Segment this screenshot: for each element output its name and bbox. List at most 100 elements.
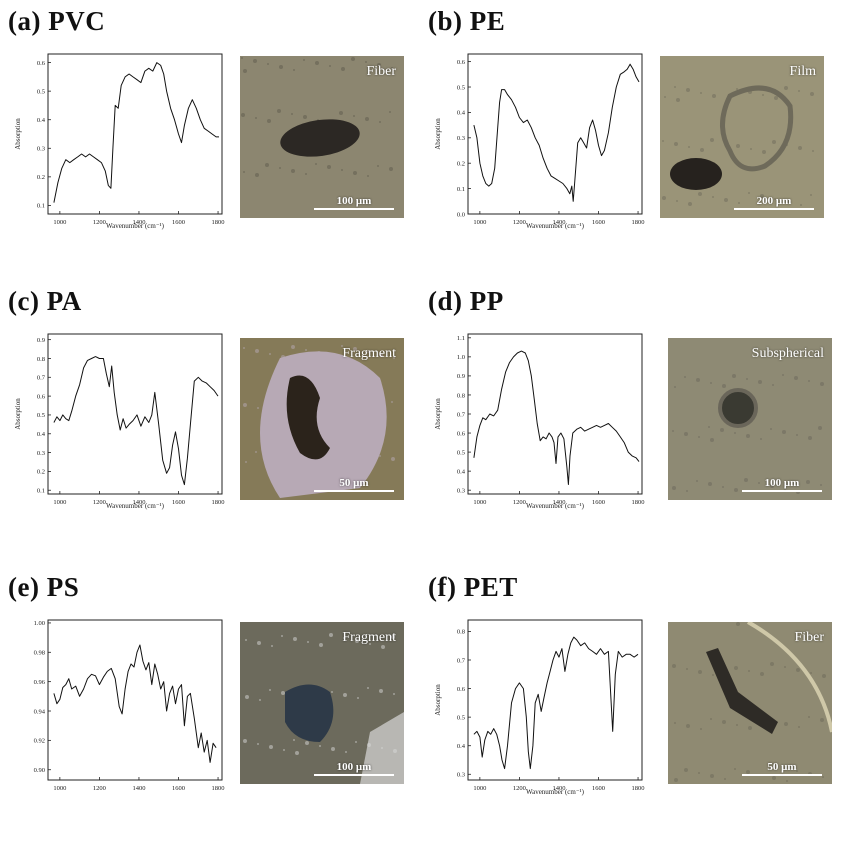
panel-d: (d) PP 1000 1200 1400 1600 1800 0.3 0.4 0.5 0.6 0…: [428, 286, 843, 558]
x-axis-label: Wavenumber (cm⁻¹): [526, 222, 585, 230]
panel-e: (e) PS 1000 1200 1400 1600 1800 0.90 0.92 0.94 0…: [8, 572, 428, 844]
scale-bar-line: [742, 490, 822, 492]
panel-title: (b) PE: [428, 6, 506, 36]
particle-shape-label: Film: [789, 64, 816, 79]
micrograph-image: [240, 56, 404, 218]
x-tick-label: 1000: [473, 785, 486, 792]
y-tick-label: 0.2: [37, 174, 45, 181]
x-tick-label: 1800: [632, 785, 645, 792]
y-tick-label: 0.94: [34, 708, 46, 715]
x-tick-label: 1800: [212, 785, 225, 792]
spectrum-chart: 1000 1200 1400 1600 1800 0.0 0.1 0.2 0.3 0.4 0.5 0.…: [434, 53, 645, 230]
scale-bar-label: 50 μm: [339, 477, 369, 489]
x-axis-label: Wavenumber (cm⁻¹): [526, 502, 585, 510]
plot-frame: [47, 333, 223, 495]
y-tick-label: 0.7: [457, 657, 466, 664]
x-tick-label: 1600: [592, 499, 605, 506]
y-tick-label: 0.7: [457, 411, 466, 418]
y-tick-label: 0.9: [37, 337, 45, 344]
y-tick-label: 0.98: [34, 650, 45, 657]
y-tick-label: 0.0: [457, 211, 465, 218]
scale-bar: 50 μm: [742, 761, 822, 776]
y-tick-label: 0.4: [37, 117, 46, 124]
panel-title: (e) PS: [8, 572, 80, 602]
x-tick-label: 1200: [513, 785, 526, 792]
y-tick-label: 0.3: [457, 772, 465, 779]
spectrum-line: [53, 62, 219, 203]
y-tick-label: 0.8: [37, 356, 45, 363]
spectrum-chart: 1000 1200 1400 1600 1800 0.3 0.4 0.5 0.6 0.7 0.8 0.…: [434, 333, 645, 510]
scale-bar-label: 100 μm: [336, 195, 372, 207]
scale-bar-label: 100 μm: [336, 761, 372, 773]
x-tick-label: 1200: [513, 219, 526, 226]
y-tick-label: 0.1: [37, 203, 45, 210]
y-tick-label: 0.3: [37, 146, 45, 153]
x-tick-label: 1800: [212, 219, 225, 226]
x-tick-label: 1000: [53, 219, 66, 226]
y-tick-label: 0.5: [457, 714, 465, 721]
x-tick-label: 1400: [552, 219, 565, 226]
y-axis-label: Absorption: [14, 118, 22, 150]
y-tick-label: 0.4: [457, 110, 466, 117]
panel-title: (f) PET: [428, 572, 518, 602]
scale-bar-label: 50 μm: [767, 761, 797, 773]
scale-bar-label: 100 μm: [764, 477, 800, 489]
y-tick-label: 0.2: [457, 161, 465, 168]
micrograph-image: [240, 622, 404, 784]
spectrum-chart: 1000 1200 1400 1600 1800 0.3 0.4 0.5 0.6 0.7 0.8 Wa…: [434, 619, 645, 796]
plot-frame: [467, 619, 643, 781]
spectrum-chart: 1000 1200 1400 1600 1800 0.1 0.2 0.3 0.4 0.5 0.6 Wa…: [14, 53, 225, 230]
micrograph-image: [240, 338, 404, 500]
spectrum-line: [53, 644, 217, 763]
particle-shape-label: Subspherical: [751, 346, 824, 361]
x-axis-label: Wavenumber (cm⁻¹): [526, 788, 585, 796]
x-tick-label: 1200: [93, 499, 106, 506]
y-tick-label: 1.00: [34, 620, 45, 627]
scale-bar: 200 μm: [734, 195, 814, 210]
x-tick-label: 1400: [552, 785, 565, 792]
panel-f: (f) PET 1000 1200 1400 1600 1800 0.3 0.4 0.5 0.6…: [428, 572, 843, 844]
y-tick-label: 0.1: [37, 488, 45, 495]
y-tick-label: 0.4: [37, 431, 46, 438]
y-tick-label: 0.6: [457, 686, 466, 693]
scale-bar-line: [734, 208, 814, 210]
x-tick-label: 1400: [552, 499, 565, 506]
scale-bar-line: [314, 208, 394, 210]
plot-frame: [467, 333, 643, 495]
x-tick-label: 1600: [172, 785, 185, 792]
y-axis-label: Absorption: [434, 684, 442, 716]
particle-shape-label: Fragment: [342, 346, 396, 361]
micrograph: Fiber 100 μm: [240, 56, 404, 218]
y-tick-label: 0.8: [457, 629, 465, 636]
x-axis-label: Wavenumber (cm⁻¹): [106, 502, 165, 510]
y-tick-label: 0.6: [37, 393, 46, 400]
scale-bar: 50 μm: [314, 477, 394, 492]
y-tick-label: 0.92: [34, 738, 45, 745]
spectrum-line: [53, 356, 219, 486]
y-tick-label: 0.6: [457, 59, 466, 66]
panel-b: (b) PE 1000 1200 1400 1600 1800 0.0 0.1 0.2 0.3 0…: [428, 6, 843, 278]
y-tick-label: 0.3: [37, 450, 45, 457]
y-axis-label: Absorption: [14, 398, 22, 430]
spectrum-line: [473, 63, 640, 202]
panel-title: (d) PP: [428, 286, 504, 316]
plot-frame: [467, 53, 643, 215]
y-tick-label: 1.0: [457, 354, 465, 361]
x-tick-label: 1600: [172, 499, 185, 506]
x-tick-label: 1000: [473, 219, 486, 226]
spectrum-line: [473, 636, 639, 770]
plot-frame: [47, 619, 223, 781]
panel-c: (c) PA 1000 1200 1400 1600 1800 0.1 0.2 0.3 0.4 0…: [8, 286, 428, 558]
y-tick-label: 0.5: [37, 88, 45, 95]
y-tick-label: 0.3: [457, 135, 465, 142]
scale-bar: 100 μm: [742, 477, 822, 492]
y-tick-label: 0.2: [37, 469, 45, 476]
panel-title: (a) PVC: [8, 6, 106, 36]
y-tick-label: 0.5: [457, 449, 465, 456]
scale-bar: 100 μm: [314, 195, 394, 210]
micrograph: Subspherical 100 μm: [668, 338, 832, 500]
y-tick-label: 0.3: [457, 487, 465, 494]
x-tick-label: 1800: [632, 219, 645, 226]
x-tick-label: 1200: [513, 499, 526, 506]
spectrum-line: [473, 350, 640, 485]
